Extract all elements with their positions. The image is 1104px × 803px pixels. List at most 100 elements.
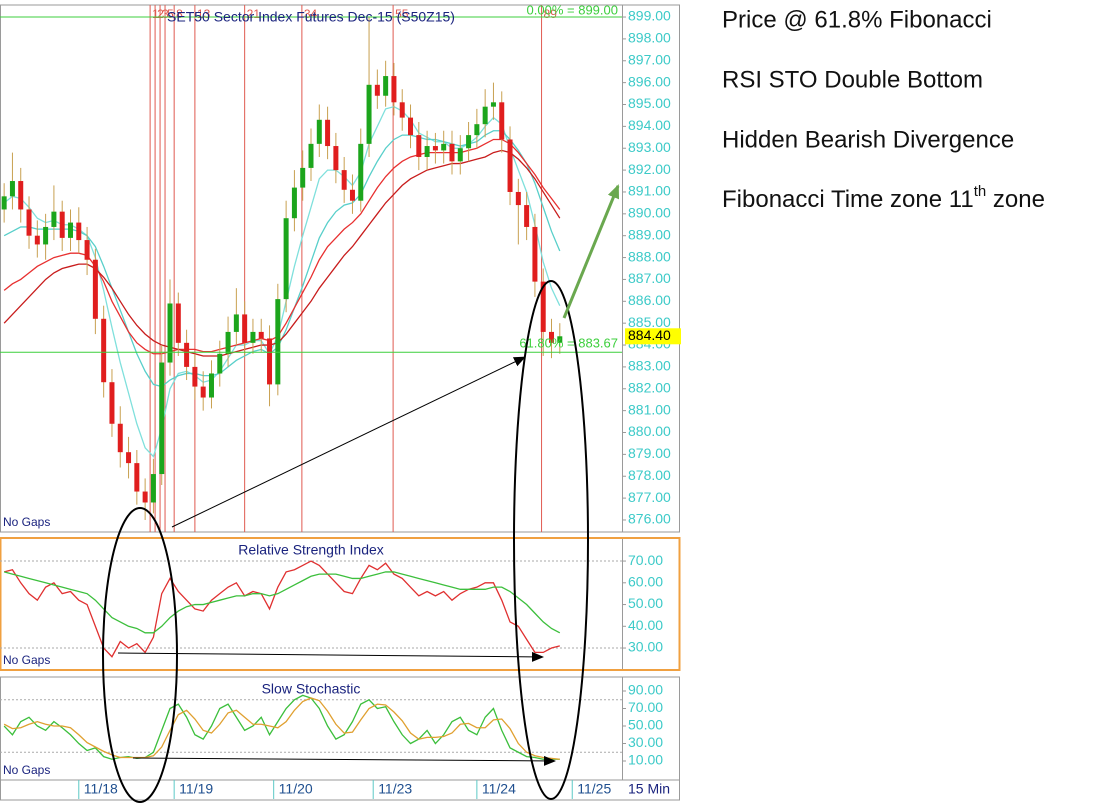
price-tag-label: 884.40 xyxy=(628,327,671,343)
candle-body xyxy=(109,382,115,424)
candle-body xyxy=(242,314,248,343)
candle-body xyxy=(233,314,239,332)
candle-body xyxy=(167,303,173,363)
x-unit-label: 15 Min xyxy=(628,781,670,797)
fib-level-label: 61.80% = 883.67 xyxy=(519,336,618,351)
candle-body xyxy=(300,167,306,188)
candle-body xyxy=(291,187,297,219)
candle-body xyxy=(432,146,438,151)
candle-body xyxy=(482,106,488,125)
fib-time-zone-label: 2 xyxy=(157,7,164,21)
fib-time-zone-label: 89 xyxy=(544,7,558,21)
candle-body xyxy=(267,338,273,385)
y-tick-label: 890.00 xyxy=(628,205,671,221)
y-tick-label: 885.00 xyxy=(628,314,671,330)
candle-body xyxy=(192,366,198,387)
candle-body xyxy=(449,143,455,162)
candle-body xyxy=(333,146,339,171)
candle-body xyxy=(225,331,231,354)
y-tick-label: 30.00 xyxy=(628,734,663,750)
y-tick-label: 894.00 xyxy=(628,117,671,133)
panel-frame xyxy=(0,537,681,671)
candle-body xyxy=(374,84,380,96)
fib-level-label: 0.00% = 899.00 xyxy=(527,2,618,17)
y-tick-label: 880.00 xyxy=(628,423,671,439)
x-tick-label: 11/20 xyxy=(279,781,313,797)
candle-body xyxy=(275,299,281,385)
y-tick-label: 60.00 xyxy=(628,574,663,590)
candle-body xyxy=(349,189,355,201)
y-tick-label: 70.00 xyxy=(628,552,663,568)
note: RSI STO Double Bottom xyxy=(722,66,983,93)
note: Fibonacci Time zone 11th zone xyxy=(722,183,1045,213)
candle-body xyxy=(549,331,555,343)
y-tick-label: 895.00 xyxy=(628,95,671,111)
candle-body xyxy=(283,218,289,300)
candle-body xyxy=(466,135,472,149)
series-line xyxy=(3,560,560,658)
candle-body xyxy=(325,119,331,147)
candle-body xyxy=(117,423,123,453)
arrow xyxy=(562,184,620,319)
candle-body xyxy=(457,148,463,162)
candle-body xyxy=(358,143,364,201)
x-tick-label: 11/19 xyxy=(179,781,213,797)
note-superscript: th xyxy=(974,183,987,200)
candle-body xyxy=(366,84,372,144)
panel-title: Relative Strength Index xyxy=(238,542,384,558)
x-tick-label: 11/18 xyxy=(84,781,118,797)
candle-body xyxy=(441,143,447,151)
candle-body xyxy=(316,119,322,144)
y-tick-label: 896.00 xyxy=(628,73,671,89)
candle-body xyxy=(101,318,107,383)
candle-body xyxy=(159,362,165,475)
y-tick-label: 899.00 xyxy=(628,8,671,24)
panel-frame xyxy=(0,4,680,533)
panel-title: SET50 Sector Index Futures Dec-15 (S50Z1… xyxy=(167,9,455,25)
candle-body xyxy=(59,211,65,238)
y-tick-label: 10.00 xyxy=(628,752,663,768)
candle-body xyxy=(43,226,49,245)
note-part: zone xyxy=(986,186,1045,213)
candle-body xyxy=(200,386,206,398)
y-tick-label: 879.00 xyxy=(628,445,671,461)
y-tick-label: 40.00 xyxy=(628,617,663,633)
candle-body xyxy=(18,181,24,210)
candle-body xyxy=(416,135,422,157)
y-tick-label: 889.00 xyxy=(628,226,671,242)
series-line xyxy=(3,571,561,634)
x-tick-label: 11/23 xyxy=(378,781,412,797)
note: Hidden Bearish Divergence xyxy=(722,126,1014,153)
y-tick-label: 877.00 xyxy=(628,489,671,505)
note: Price @ 61.8% Fibonacci xyxy=(722,6,992,33)
fib-time-zone-label: 13 xyxy=(197,7,211,21)
series-line xyxy=(3,697,560,760)
candle-body xyxy=(399,102,405,118)
candle-body xyxy=(490,102,496,107)
candle-body xyxy=(540,281,546,332)
candle-body xyxy=(408,117,414,136)
candle-body xyxy=(341,170,347,190)
candle-body xyxy=(67,222,73,238)
panel-note: No Gaps xyxy=(3,653,50,667)
y-tick-label: 883.00 xyxy=(628,358,671,374)
candle-body xyxy=(142,491,148,503)
y-tick-label: 898.00 xyxy=(628,30,671,46)
candle-body xyxy=(51,211,57,227)
y-tick-label: 50.00 xyxy=(628,717,663,733)
candle-body xyxy=(507,139,513,192)
candle-body xyxy=(250,331,256,343)
candle-body xyxy=(532,226,538,282)
ellipse xyxy=(102,507,178,803)
x-tick-label: 11/24 xyxy=(482,781,516,797)
fib-time-zone-label: 55 xyxy=(395,7,409,21)
candle-body xyxy=(208,373,214,398)
candle-body xyxy=(524,205,530,227)
x-tick-label: 11/25 xyxy=(577,781,611,797)
candle-body xyxy=(92,259,98,319)
candle-body xyxy=(515,191,521,206)
candle-body xyxy=(184,342,190,367)
arrow xyxy=(117,651,544,662)
ellipse xyxy=(513,280,589,800)
